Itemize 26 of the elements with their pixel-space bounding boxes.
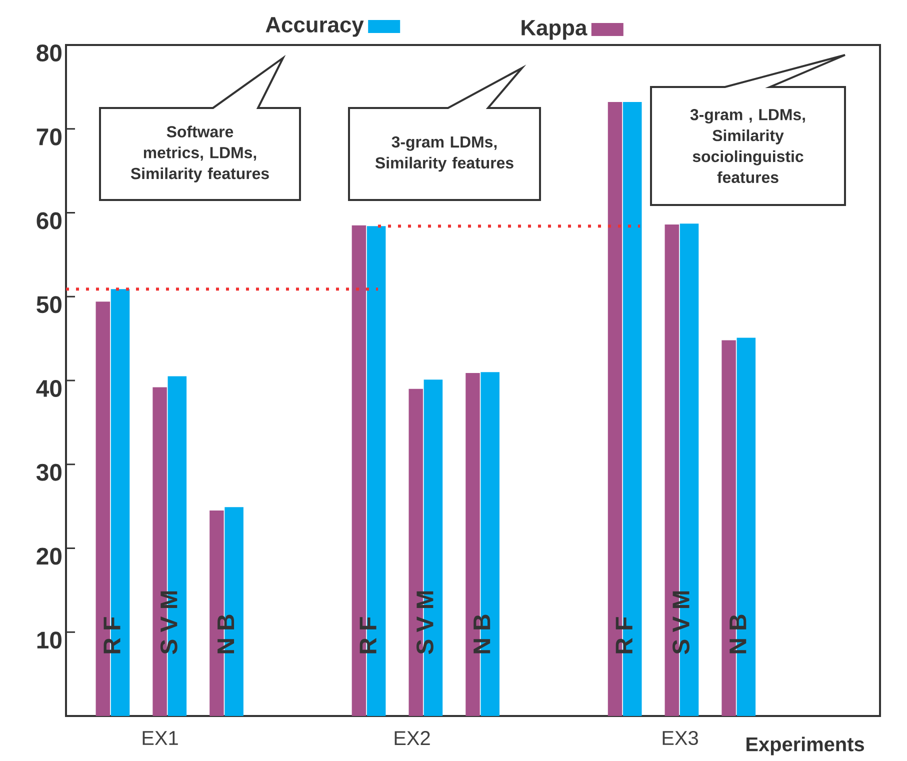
- y-tick-label: 30: [36, 464, 62, 481]
- x-tick-label: N B: [474, 614, 490, 654]
- annotation: 3-gram , LDMs, Similarity sociolinguistic features: [690, 108, 805, 184]
- legend-label: Kappa: [522, 20, 588, 40]
- x-tick-label: N B: [218, 614, 234, 654]
- x-tick-label: R F: [104, 617, 120, 654]
- y-tick-label: 80: [36, 44, 62, 62]
- y-tick-label: 50: [36, 296, 62, 314]
- text: EX1: [142, 731, 178, 745]
- x-tick-label: S V M: [672, 591, 690, 654]
- annotation: 3-gram LDMs, Similarity features: [375, 136, 514, 172]
- text: EX3: [662, 730, 698, 746]
- y-tick-label: 20: [36, 548, 62, 565]
- x-tick-label: S V M: [160, 591, 178, 654]
- x-tick-label: R F: [616, 617, 632, 654]
- y-tick-label: 40: [36, 380, 62, 397]
- legend-label: Accuracy: [266, 17, 364, 37]
- y-tick-label: 10: [37, 632, 62, 649]
- x-axis-title: Experiments: [746, 736, 864, 756]
- x-tick-label: S V M: [416, 591, 434, 654]
- annotation: Software metrics, LDMs, Similarity features: [130, 126, 269, 182]
- y-tick-label: 70: [36, 128, 62, 146]
- text: EX2: [394, 731, 430, 745]
- x-tick-label: N B: [730, 614, 746, 654]
- y-tick-label: 60: [36, 212, 62, 230]
- x-tick-label: R F: [360, 617, 376, 654]
